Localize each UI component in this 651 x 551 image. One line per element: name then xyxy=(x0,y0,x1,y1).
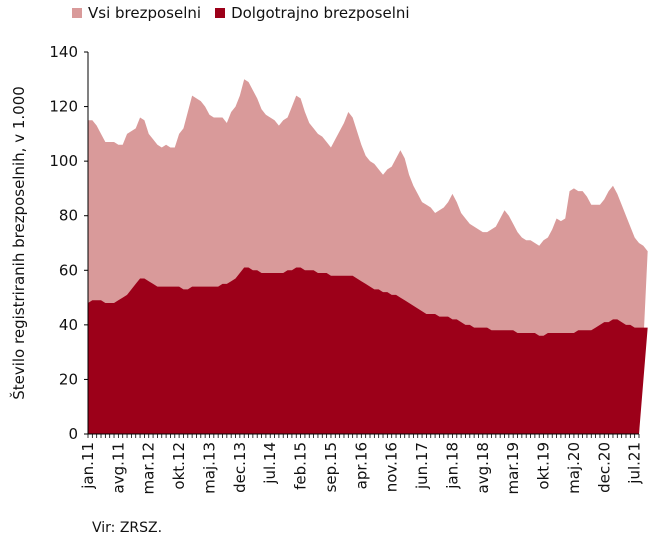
x-tick-label: jul.14 xyxy=(261,442,279,485)
source-note: Vir: ZRSZ. xyxy=(92,520,163,536)
chart-areas xyxy=(88,79,648,434)
x-tick-label: jul.21 xyxy=(626,442,644,485)
x-tick-label: jun.17 xyxy=(413,442,431,490)
y-axis-label: Število registriranih brezposelnih, v 1.… xyxy=(9,86,28,400)
legend-item-long: Dolgotrajno brezposelni xyxy=(215,4,410,22)
y-tick-label: 0 xyxy=(68,425,78,443)
x-tick-label: feb.15 xyxy=(292,442,310,490)
y-tick-label: 80 xyxy=(59,207,78,225)
y-tick-label: 40 xyxy=(59,316,78,334)
x-tick-labels: jan.11 avg.11 mar.12 okt.12 maj.13 dec.13 jul.… xyxy=(79,434,644,494)
y-tick-label: 20 xyxy=(59,370,78,388)
area-series-long xyxy=(88,267,648,434)
x-tick-label: apr.16 xyxy=(352,442,370,489)
x-tick-label: sep.15 xyxy=(322,442,340,492)
x-tick-label: maj.13 xyxy=(200,442,218,494)
y-tick-label: 60 xyxy=(59,261,78,279)
legend-label-all: Vsi brezposelni xyxy=(88,4,202,22)
legend-label-long: Dolgotrajno brezposelni xyxy=(231,4,410,22)
x-tick-label: okt.19 xyxy=(535,442,553,490)
x-tick-label: okt.12 xyxy=(170,442,188,490)
x-tick-label: nov.16 xyxy=(383,442,401,492)
x-tick-label: mar.19 xyxy=(504,442,522,494)
x-tick-label: jan.18 xyxy=(443,442,461,490)
x-tick-label: avg.18 xyxy=(474,442,492,493)
x-tick-label: mar.12 xyxy=(140,442,158,494)
x-tick-label: dec.20 xyxy=(595,442,613,493)
x-tick-label: avg.11 xyxy=(109,442,127,493)
chart-axes xyxy=(87,52,639,435)
legend-item-all: Vsi brezposelni xyxy=(72,4,201,22)
y-tick-label: 140 xyxy=(49,43,78,61)
x-tick-label: maj.20 xyxy=(565,442,583,494)
legend: Vsi brezposelni Dolgotrajno brezposelni xyxy=(72,4,424,22)
y-tick-label: 120 xyxy=(49,98,78,116)
x-tick-label: jan.11 xyxy=(79,442,97,490)
y-tick-labels: 0 20 40 60 80 100 120 140 xyxy=(49,43,88,443)
x-tick-label: dec.13 xyxy=(231,442,249,493)
y-tick-label: 100 xyxy=(49,152,78,170)
legend-swatch-all xyxy=(72,8,82,18)
legend-swatch-long xyxy=(215,8,226,18)
